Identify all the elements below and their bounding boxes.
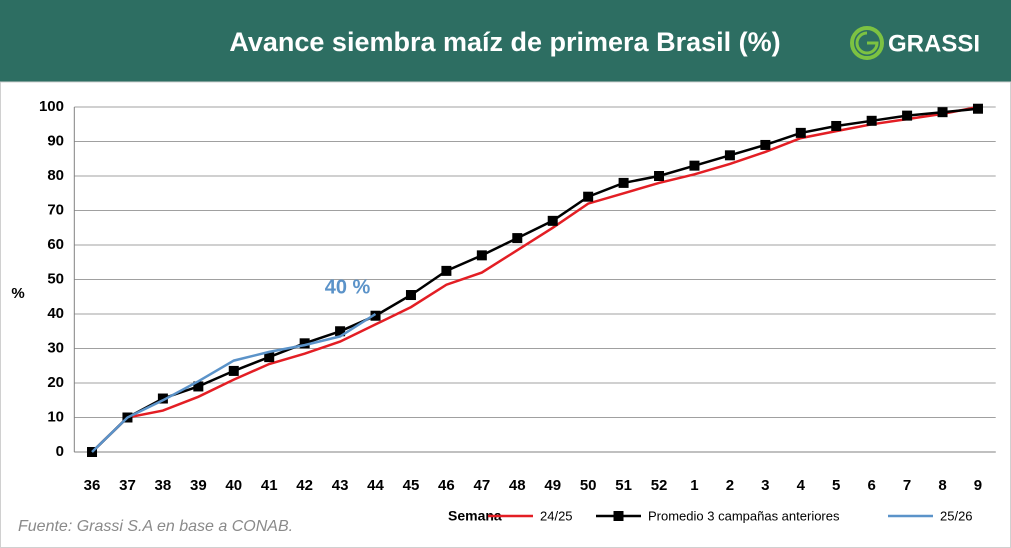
marker — [902, 110, 913, 121]
x-axis-label: Semana — [448, 508, 502, 524]
x-tick-label: 49 — [544, 477, 561, 494]
y-tick-label: 90 — [47, 132, 64, 149]
marker — [512, 233, 523, 244]
series-line — [91, 105, 979, 453]
x-tick-label: 43 — [332, 477, 349, 494]
y-axis-label: % — [11, 285, 24, 302]
logo-icon — [850, 26, 884, 60]
legend-marker — [613, 511, 624, 521]
y-tick-label: 0 — [56, 443, 64, 460]
marker — [228, 365, 239, 376]
legend-item: 25/26 — [888, 508, 973, 523]
x-tick-label: 9 — [974, 477, 982, 494]
marker — [583, 191, 594, 202]
source: Fuente: Grassi S.A en base a CONAB. — [18, 518, 293, 535]
marker — [157, 393, 168, 404]
marker — [441, 265, 452, 276]
x-tick-label: 40 — [225, 477, 242, 494]
legend-label: Promedio 3 campañas anteriores — [648, 508, 840, 523]
y-tick-label: 60 — [47, 236, 64, 253]
marker — [335, 326, 346, 337]
marker — [654, 171, 665, 181]
y-tick-label: 10 — [47, 408, 64, 425]
x-tick-label: 42 — [296, 477, 313, 494]
chart-title: Avance siembra maíz de primera Brasil (%… — [229, 27, 780, 57]
y-tick-label: 100 — [39, 98, 64, 115]
x-tick-label: 3 — [761, 477, 769, 494]
y-tick-label: 30 — [47, 339, 64, 356]
header-band — [0, 0, 1011, 82]
x-tick-label: 1 — [690, 477, 698, 494]
marker — [831, 120, 842, 131]
marker — [547, 215, 558, 226]
series-line — [91, 312, 377, 453]
x-tick-label: 47 — [473, 477, 490, 494]
marker — [264, 352, 275, 363]
x-tick-label: 6 — [867, 477, 875, 494]
marker — [972, 103, 983, 114]
marker — [618, 177, 629, 188]
x-tick-label: 37 — [119, 477, 136, 494]
marker — [370, 310, 381, 321]
legend-label: 25/26 — [940, 508, 973, 523]
y-tick-label: 50 — [47, 270, 64, 287]
x-tick-label: 44 — [367, 477, 384, 494]
x-tick-label: 7 — [903, 477, 911, 494]
legend-item: 24/25 — [488, 508, 573, 523]
logo-text: GRASSI — [888, 30, 980, 57]
x-tick-label: 52 — [651, 477, 668, 494]
x-tick-label: 2 — [726, 477, 734, 494]
y-tick-label: 40 — [47, 305, 64, 322]
marker — [937, 107, 948, 118]
x-tick-label: 4 — [797, 477, 806, 494]
legend-label: 24/25 — [540, 508, 573, 523]
x-tick-label: 48 — [509, 477, 526, 494]
x-tick-label: 36 — [84, 477, 101, 494]
y-tick-label: 70 — [47, 201, 64, 218]
x-tick-label: 5 — [832, 477, 840, 494]
annotation: 40 % — [325, 276, 371, 298]
x-tick-label: 41 — [261, 477, 278, 494]
marker — [760, 139, 771, 150]
legend-item: Promedio 3 campañas anteriores — [596, 508, 840, 523]
series-line — [91, 107, 979, 453]
frame — [0, 81, 1011, 548]
marker — [689, 160, 700, 171]
marker — [193, 381, 204, 392]
x-tick-label: 45 — [403, 477, 420, 494]
marker — [476, 250, 487, 261]
marker — [299, 338, 310, 349]
marker — [795, 127, 806, 138]
marker — [405, 290, 416, 301]
x-tick-label: 39 — [190, 477, 207, 494]
x-tick-label: 38 — [155, 477, 172, 494]
marker — [866, 115, 877, 126]
y-tick-label: 20 — [47, 374, 64, 391]
x-tick-label: 46 — [438, 477, 455, 494]
y-tick-label: 80 — [47, 167, 64, 184]
marker — [724, 150, 735, 161]
x-tick-label: 8 — [938, 477, 946, 494]
x-tick-label: 50 — [580, 477, 597, 494]
x-tick-label: 51 — [615, 477, 632, 494]
